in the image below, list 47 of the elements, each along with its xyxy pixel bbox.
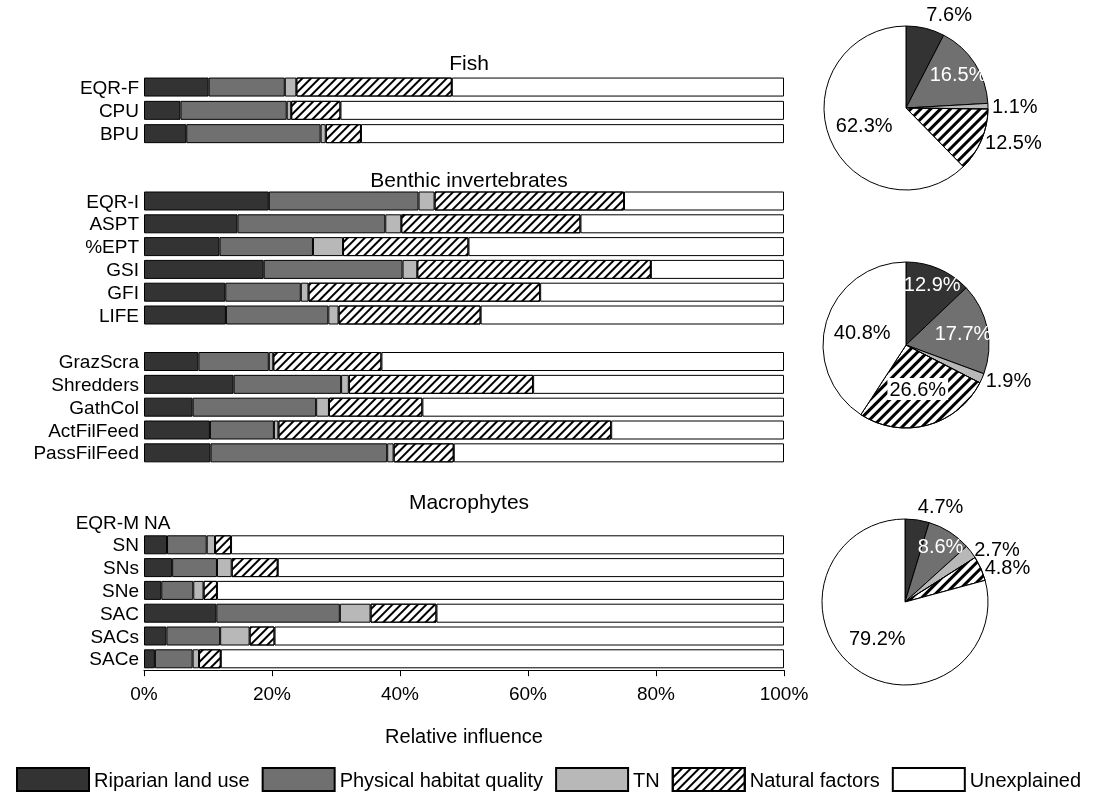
y-tick-label: GathCol: [69, 396, 139, 418]
y-tick-label: EQR-M: [75, 511, 139, 533]
x-axis-title: Relative influence: [385, 725, 543, 748]
y-tick-label: BPU: [99, 123, 139, 145]
annotation: NA: [144, 511, 171, 533]
y-tick-label: GFI: [107, 281, 139, 303]
legend-label: Unexplained: [969, 768, 1082, 791]
y-tick-label: LIFE: [98, 304, 139, 326]
y-tick-label: CPU: [98, 99, 139, 121]
data-label: 1.9%: [985, 368, 1032, 391]
y-tick-label: EQR-F: [79, 76, 139, 98]
data-label: 12.9%: [903, 272, 961, 295]
y-tick-label: EQR-I: [86, 190, 139, 212]
x-tick-label: 80%: [636, 683, 676, 705]
data-label: 79.2%: [848, 627, 906, 650]
data-label: 7.6%: [926, 3, 973, 26]
y-tick-label: SACe: [89, 648, 139, 670]
x-tick-label: 0%: [130, 683, 158, 705]
legend-label: Physical habitat quality: [339, 768, 544, 791]
y-tick-label: SNs: [103, 557, 139, 579]
y-tick-label: ActFilFeed: [48, 419, 139, 441]
data-label: 26.6%: [889, 378, 947, 401]
y-tick-label: Shredders: [51, 373, 139, 395]
x-tick-label: 100%: [759, 683, 809, 705]
y-tick-label: GSI: [106, 258, 139, 280]
data-label: 12.5%: [985, 130, 1042, 153]
y-tick-label: SACs: [90, 625, 139, 647]
chart-title: Benthic invertebrates: [370, 168, 568, 191]
y-tick-label: ASPT: [89, 213, 140, 235]
y-tick-label: PassFilFeed: [33, 442, 139, 464]
x-tick-label: 60%: [508, 683, 548, 705]
data-label: 62.3%: [835, 114, 893, 136]
y-tick-label: SN: [112, 534, 139, 556]
x-tick-label: 40%: [380, 683, 420, 705]
data-label: 40.8%: [833, 321, 891, 344]
y-tick-label: SNe: [102, 579, 139, 601]
chart-title: Macrophytes: [408, 490, 530, 513]
legend-label: Natural factors: [749, 768, 880, 791]
legend-label: Riparian land use: [94, 768, 250, 791]
legend-label: TN: [633, 768, 660, 791]
y-tick-label: GrazScra: [58, 351, 140, 373]
x-tick-label: 20%: [252, 683, 292, 705]
y-tick-label: %EPT: [85, 236, 140, 258]
chart-title: Fish: [449, 51, 489, 74]
data-label: 1.1%: [991, 95, 1038, 118]
data-label: 4.7%: [917, 494, 964, 517]
y-tick-label: SAC: [99, 602, 139, 624]
